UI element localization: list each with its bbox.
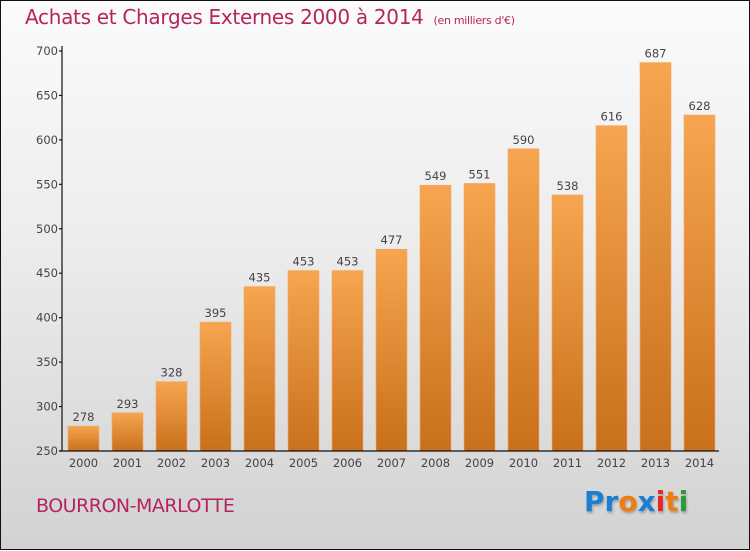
y-tick-label: 500 xyxy=(36,222,58,236)
bar-value-label: 551 xyxy=(469,167,491,181)
commune-name: BOURRON-MARLOTTE xyxy=(36,495,235,517)
x-tick-label: 2003 xyxy=(201,456,230,470)
bar-value-label: 293 xyxy=(117,397,139,411)
bar-2010 xyxy=(507,148,540,452)
x-tick-label: 2006 xyxy=(333,456,362,470)
y-tick-label: 450 xyxy=(36,266,58,280)
bar-2004 xyxy=(243,286,276,452)
logo-letter: i xyxy=(678,485,689,518)
y-tick-label: 350 xyxy=(36,355,58,369)
bar-2014 xyxy=(683,114,716,452)
x-tick-label: 2001 xyxy=(113,456,142,470)
logo-letter: r xyxy=(604,485,619,518)
bar-value-label: 590 xyxy=(513,133,535,147)
y-tick-label: 300 xyxy=(36,400,58,414)
logo-letter: i xyxy=(655,485,666,518)
logo-letter: t xyxy=(665,485,679,518)
bar-2008 xyxy=(419,184,452,452)
bar-value-label: 549 xyxy=(425,169,447,183)
bar-value-label: 538 xyxy=(557,179,579,193)
bars: 278 293 328 395 435 453 453 477 549 551 590 538 616 6… xyxy=(67,47,716,452)
chart-title-text: Achats et Charges Externes 2000 à 2014 xyxy=(25,5,424,29)
bar-value-label: 453 xyxy=(337,255,359,269)
bar-2013 xyxy=(639,62,672,452)
y-tick-label: 600 xyxy=(36,133,58,147)
bar-value-label: 453 xyxy=(293,255,315,269)
logo-letter: P xyxy=(584,485,605,518)
chart-unit: (en milliers d'€) xyxy=(433,14,515,27)
bar-value-label: 278 xyxy=(73,410,95,424)
bar-value-label: 435 xyxy=(249,271,271,285)
bar-2009 xyxy=(463,183,496,452)
y-tick-label: 700 xyxy=(36,44,58,58)
x-tick-label: 2012 xyxy=(597,456,626,470)
x-tick-label: 2007 xyxy=(377,456,406,470)
x-tick-label: 2013 xyxy=(641,456,670,470)
x-axis: 2000 2001 2002 2003 2004 2005 2006 2007 2008 2009… xyxy=(59,450,719,470)
bar-2012 xyxy=(595,125,628,452)
bar-2002 xyxy=(155,381,188,452)
proxiti-logo: Proxiti xyxy=(584,485,688,518)
x-tick-label: 2009 xyxy=(465,456,494,470)
logo-letter: x xyxy=(637,485,656,518)
chart-title: Achats et Charges Externes 2000 à 2014 (e… xyxy=(25,5,515,29)
y-axis: 250 300 350 400 450 500 550 600 650 700 xyxy=(36,44,63,458)
y-tick-label: 400 xyxy=(36,311,58,325)
bar-value-label: 328 xyxy=(161,366,183,380)
x-tick-label: 2004 xyxy=(245,456,274,470)
x-tick-label: 2010 xyxy=(509,456,538,470)
logo-letter: o xyxy=(618,485,638,518)
bar-value-label: 687 xyxy=(645,47,667,61)
x-tick-label: 2014 xyxy=(685,456,714,470)
x-tick-label: 2005 xyxy=(289,456,318,470)
bar-value-label: 628 xyxy=(689,99,711,113)
y-tick-label: 550 xyxy=(36,177,58,191)
bar-2000 xyxy=(67,425,100,452)
bar-2006 xyxy=(331,270,364,452)
y-tick-label: 250 xyxy=(36,444,58,458)
x-tick-label: 2000 xyxy=(69,456,98,470)
x-tick-label: 2002 xyxy=(157,456,186,470)
x-tick-label: 2008 xyxy=(421,456,450,470)
bar-value-label: 616 xyxy=(601,110,623,124)
bar-2005 xyxy=(287,270,320,452)
x-tick-label: 2011 xyxy=(553,456,582,470)
bar-value-label: 395 xyxy=(205,306,227,320)
bar-2001 xyxy=(111,412,144,452)
y-tick-label: 650 xyxy=(36,88,58,102)
bar-2003 xyxy=(199,321,232,452)
bar-2011 xyxy=(551,194,584,452)
bar-value-label: 477 xyxy=(381,233,403,247)
bar-2007 xyxy=(375,248,408,452)
